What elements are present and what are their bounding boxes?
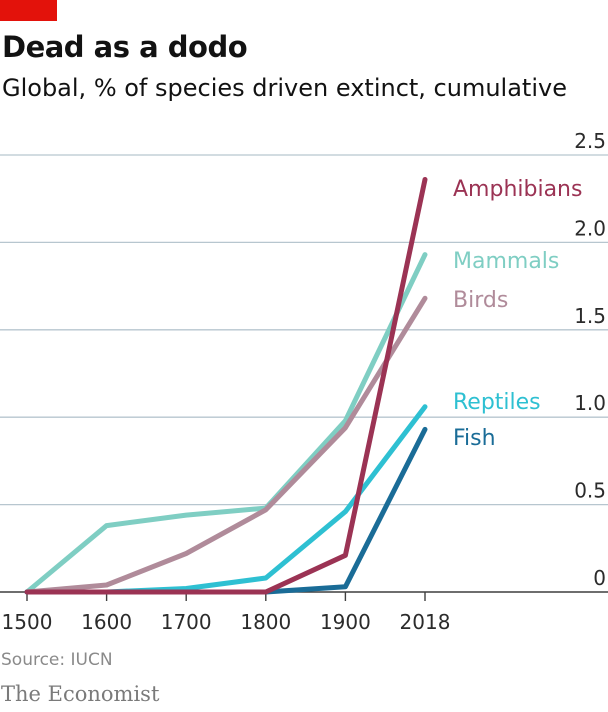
y-tick-label: 2.0 [574, 216, 606, 240]
y-tick-label: 2.5 [574, 129, 606, 153]
chart-title: Dead as a dodo [2, 30, 248, 64]
series-label-birds: Birds [453, 288, 508, 313]
y-tick-label: 1.5 [574, 304, 606, 328]
x-tick-label: 1800 [240, 610, 291, 634]
x-tick-label: 1600 [81, 610, 132, 634]
series-label-reptiles: Reptiles [453, 390, 541, 415]
series-line-amphibians [24, 177, 428, 595]
series-lines [24, 177, 428, 595]
series-line-reptiles [24, 404, 428, 595]
series-labels: Mammals Birds Reptiles Fish Amphibians [453, 177, 582, 451]
x-tick-labels: 1500 1600 1700 1800 1900 2018 [2, 610, 451, 634]
source-note: Source: IUCN [1, 650, 113, 670]
series-label-fish: Fish [453, 426, 496, 451]
chart-subtitle: Global, % of species driven extinct, cum… [2, 74, 567, 102]
series-label-amphibians: Amphibians [453, 177, 582, 202]
x-tick-label: 1700 [161, 610, 212, 634]
y-tick-label: 0.5 [574, 479, 606, 503]
series-line-birds [24, 295, 428, 595]
series-label-mammals: Mammals [453, 249, 559, 274]
x-tick-label: 1900 [320, 610, 371, 634]
series-line-mammals [24, 252, 428, 595]
y-tick-labels: 0 0.5 1.0 1.5 2.0 2.5 [574, 129, 606, 590]
x-tick-label: 2018 [400, 610, 451, 634]
x-tick-label: 1500 [2, 610, 53, 634]
y-tick-label: 0 [593, 566, 606, 590]
brand-red-tab [0, 0, 57, 21]
y-tick-label: 1.0 [574, 391, 606, 415]
publisher-logo: The Economist [1, 682, 160, 706]
gridlines [0, 154, 608, 506]
